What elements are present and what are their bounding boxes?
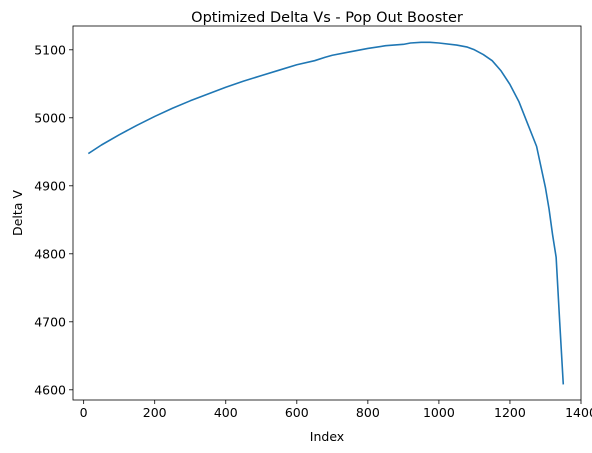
y-tick-label: 5100	[34, 42, 66, 57]
y-axis-label: Delta V	[10, 190, 25, 236]
y-axis-ticks: 4600 4700 4800 4900 5000 5100	[34, 42, 73, 397]
plot-frame	[73, 26, 581, 400]
y-tick-label: 4600	[34, 382, 66, 397]
x-tick-label: 600	[285, 405, 309, 420]
x-tick-label: 1000	[423, 405, 455, 420]
x-axis-label: Index	[310, 429, 344, 444]
y-tick-label: 4700	[34, 314, 66, 329]
x-tick-label: 0	[80, 405, 88, 420]
x-tick-label: 400	[214, 405, 238, 420]
chart-title: Optimized Delta Vs - Pop Out Booster	[191, 10, 463, 26]
y-tick-label: 5000	[34, 110, 66, 125]
x-tick-label: 1400	[565, 405, 592, 420]
x-axis-ticks: 0 200 400 600 800 1000 1200 1400	[80, 400, 592, 420]
x-tick-label: 800	[356, 405, 380, 420]
y-tick-label: 4900	[34, 178, 66, 193]
plot-area	[89, 42, 563, 383]
x-tick-label: 200	[143, 405, 167, 420]
x-tick-label: 1200	[494, 405, 526, 420]
series-line	[89, 42, 563, 383]
y-tick-label: 4800	[34, 246, 66, 261]
